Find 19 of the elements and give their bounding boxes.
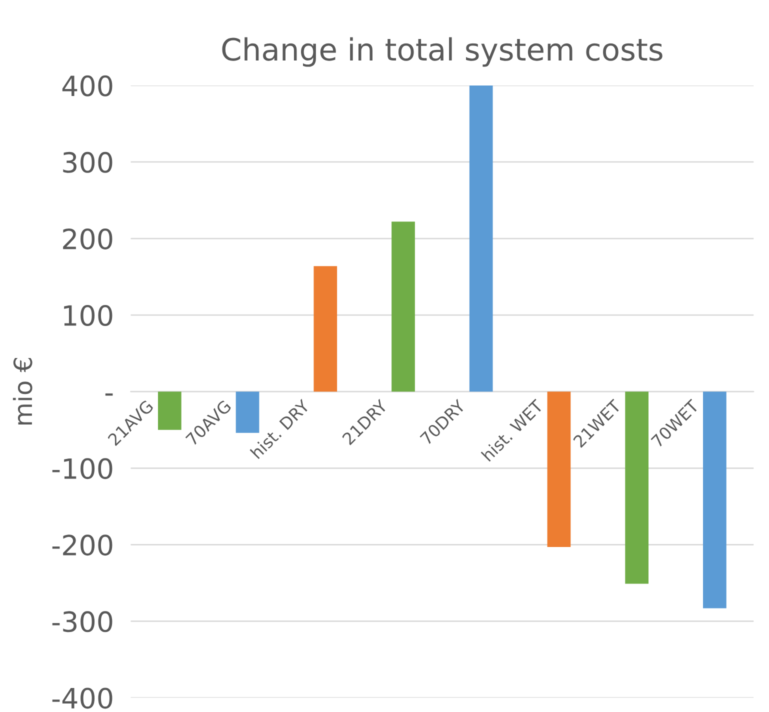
- bar: [625, 392, 649, 584]
- chart-title: Change in total system costs: [222, 37, 662, 67]
- y-tick-label: -300: [52, 611, 112, 632]
- y-axis-title: mio €: [12, 358, 32, 425]
- y-tick-label: 300: [63, 152, 112, 173]
- bar: [703, 392, 726, 608]
- y-tick-label: -100: [52, 458, 112, 480]
- y-tick-label: -400: [52, 688, 112, 709]
- y-tick-label: 200: [63, 228, 112, 250]
- y-tick-label: -200: [52, 534, 112, 556]
- bar: [469, 85, 493, 392]
- bar: [547, 392, 571, 547]
- bar: [314, 266, 338, 392]
- bar: [158, 392, 182, 430]
- y-tick-label: 400: [62, 75, 112, 96]
- y-tick-label: 100: [64, 304, 112, 326]
- bar: [392, 222, 415, 392]
- bar: [236, 392, 260, 433]
- y-tick-label: -: [105, 393, 113, 396]
